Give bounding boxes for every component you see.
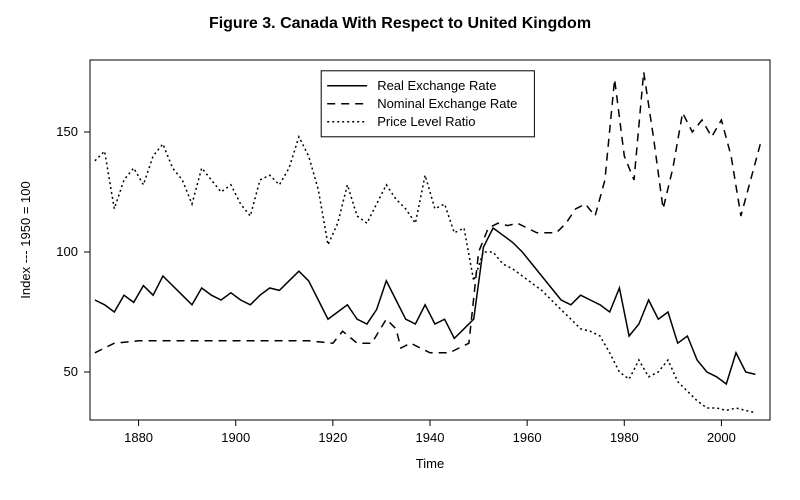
series-line-2 bbox=[95, 137, 756, 413]
legend-label-0: Real Exchange Rate bbox=[377, 78, 496, 93]
x-axis-label: Time bbox=[416, 456, 444, 471]
series-line-0 bbox=[95, 228, 756, 384]
legend-label-2: Price Level Ratio bbox=[377, 114, 475, 129]
y-tick-label: 50 bbox=[64, 364, 78, 379]
x-tick-label: 1920 bbox=[318, 430, 347, 445]
x-tick-label: 1900 bbox=[221, 430, 250, 445]
y-tick-label: 150 bbox=[56, 124, 78, 139]
chart-title: Figure 3. Canada With Respect to United … bbox=[209, 15, 591, 32]
line-chart: Figure 3. Canada With Respect to United … bbox=[0, 0, 800, 500]
y-tick-label: 100 bbox=[56, 244, 78, 259]
x-tick-label: 1980 bbox=[610, 430, 639, 445]
x-tick-label: 1960 bbox=[513, 430, 542, 445]
x-tick-label: 1880 bbox=[124, 430, 153, 445]
legend-label-1: Nominal Exchange Rate bbox=[377, 96, 517, 111]
y-axis-label: Index --- 1950 = 100 bbox=[18, 181, 33, 298]
chart-container: Figure 3. Canada With Respect to United … bbox=[0, 0, 800, 500]
x-tick-label: 1940 bbox=[416, 430, 445, 445]
x-tick-label: 2000 bbox=[707, 430, 736, 445]
